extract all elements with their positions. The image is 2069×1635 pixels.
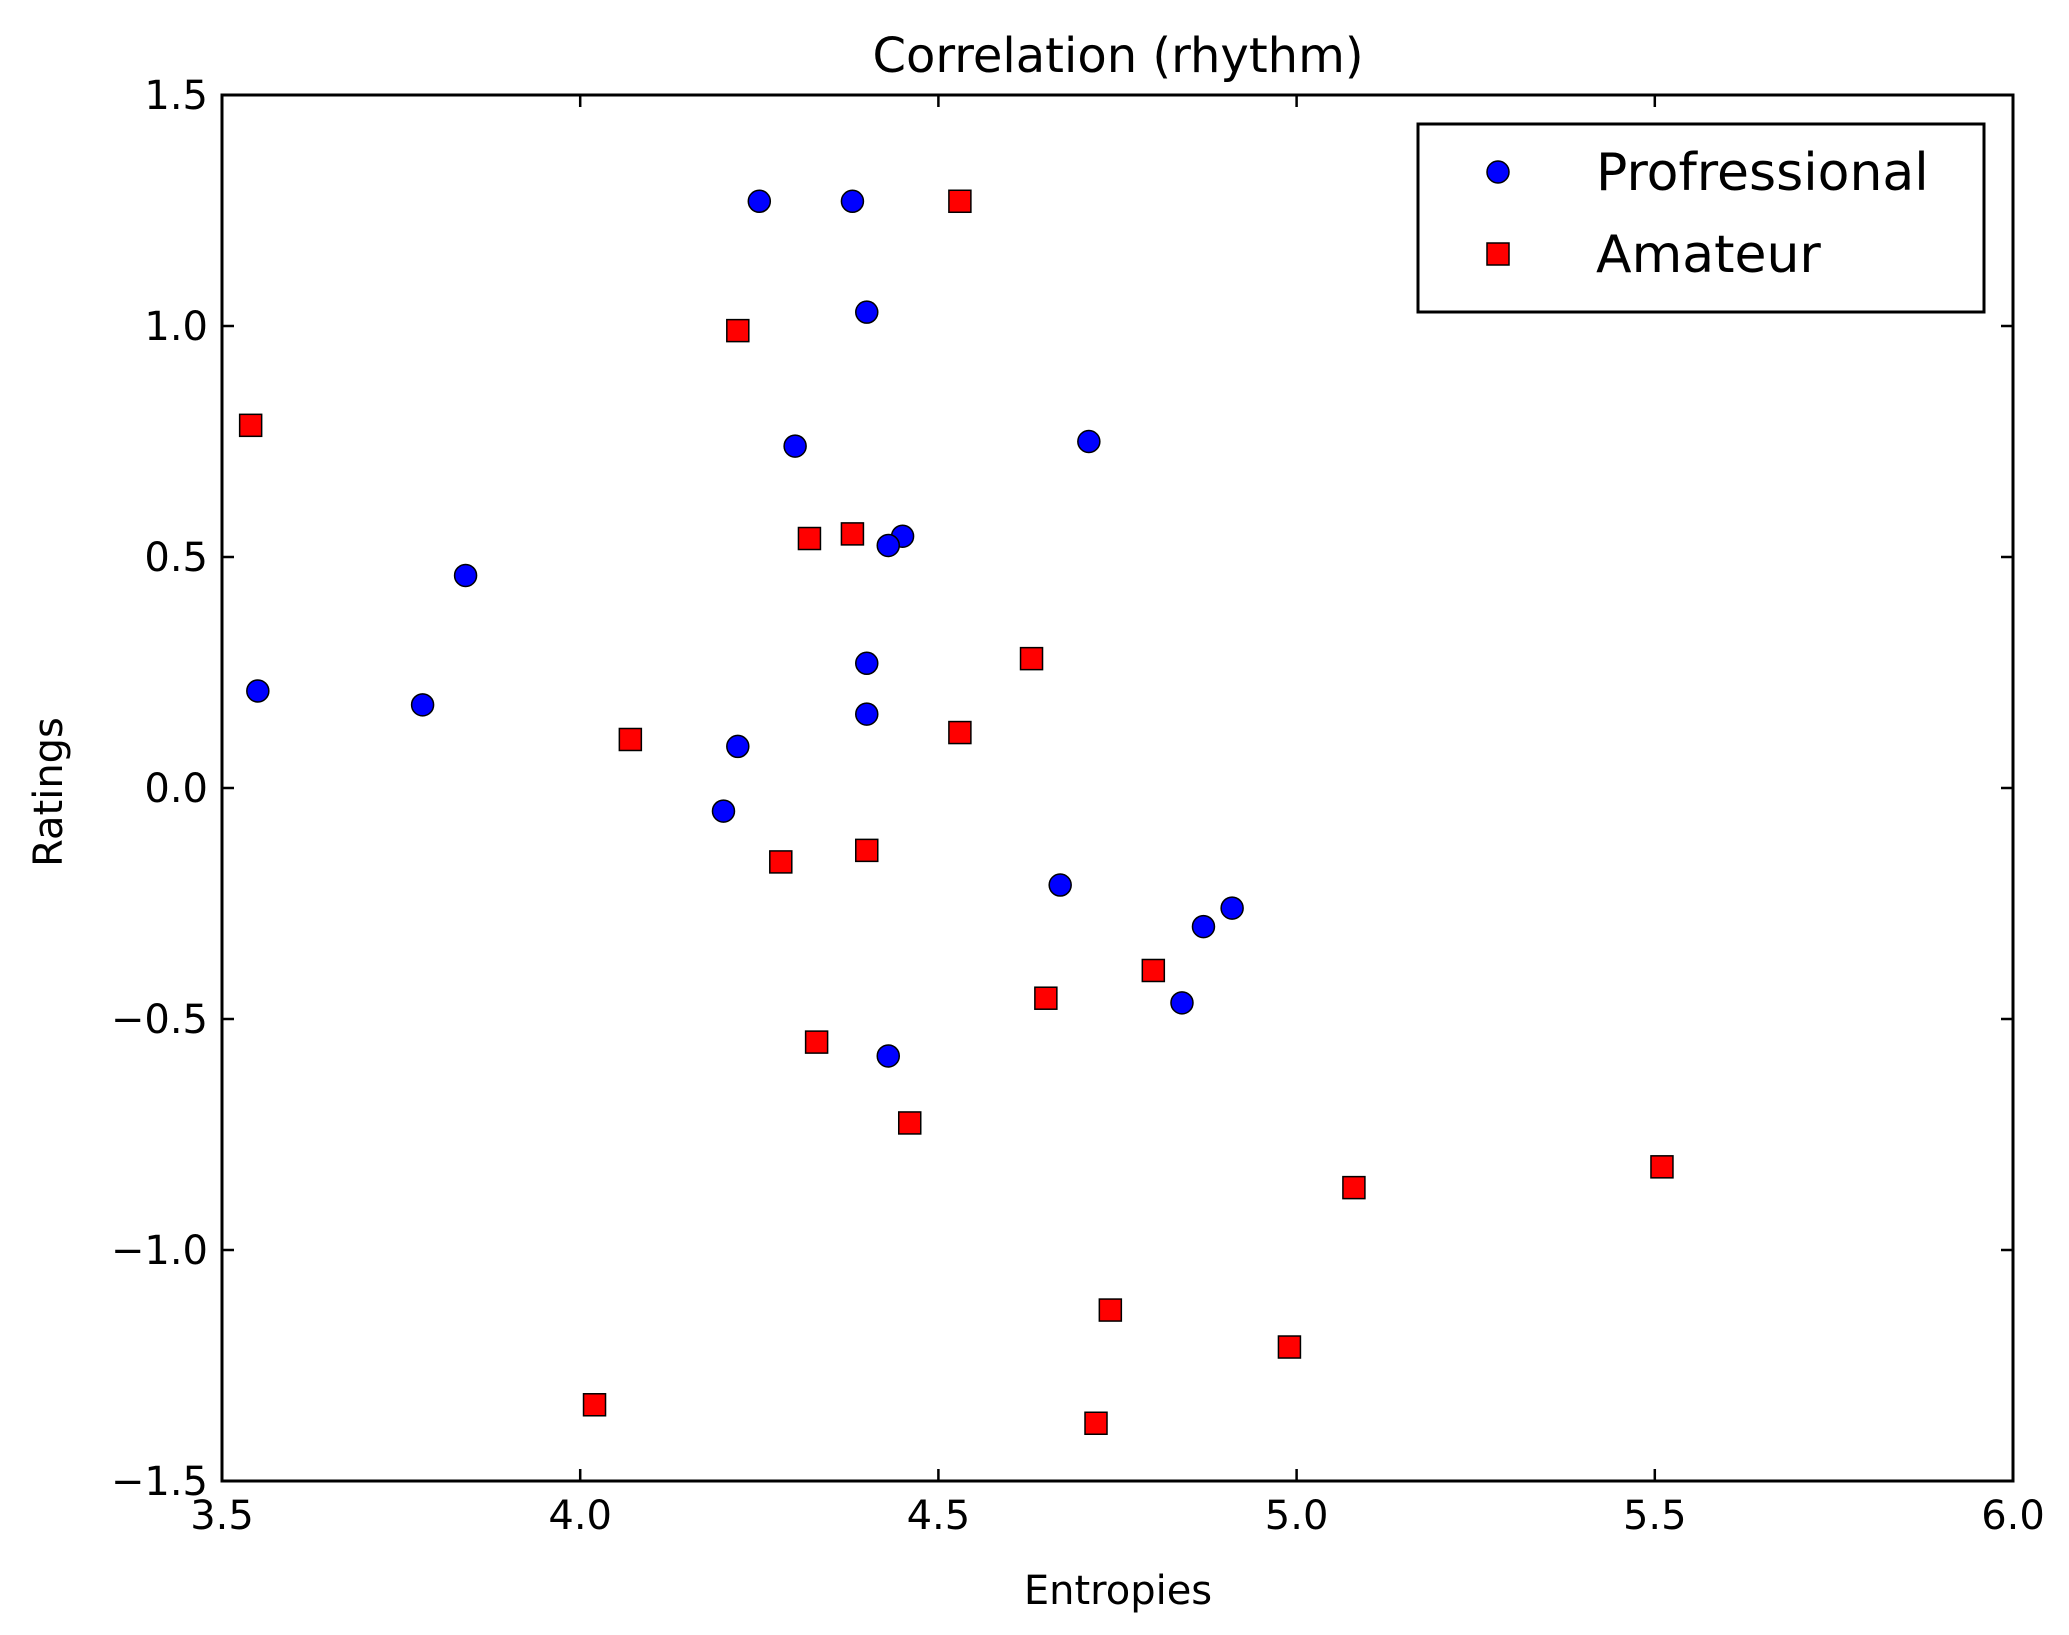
data-point-circle xyxy=(855,300,879,324)
legend-frame xyxy=(1416,122,1986,314)
data-point-square xyxy=(855,838,879,863)
data-point-circle xyxy=(855,651,879,676)
data-point-square xyxy=(797,526,822,551)
legend-marker-amateur xyxy=(1486,242,1510,266)
x-tick-label: 4.5 xyxy=(907,1493,971,1539)
data-point-circle xyxy=(876,1044,901,1068)
data-point-square xyxy=(769,850,793,874)
data-point-circle xyxy=(1191,914,1216,939)
x-tick-label: 5.0 xyxy=(1265,1493,1329,1539)
data-point-circle xyxy=(855,702,879,726)
data-point-circle xyxy=(876,533,901,558)
legend: Profressional Amateur xyxy=(1416,122,1986,314)
data-point-square xyxy=(726,318,750,343)
y-tick-label: −1.5 xyxy=(111,1459,208,1505)
data-point-square xyxy=(238,413,263,438)
data-point-square xyxy=(582,1393,607,1417)
data-point-circle xyxy=(1077,429,1101,454)
data-point-circle xyxy=(1170,991,1194,1015)
data-point-square xyxy=(948,720,972,745)
chart-title: Correlation (rhythm) xyxy=(872,28,1363,84)
data-point-circle xyxy=(1048,873,1072,897)
x-tick-label: 3.5 xyxy=(190,1493,254,1539)
y-tick-label: −0.5 xyxy=(111,997,208,1043)
data-point-circle xyxy=(726,734,750,759)
y-axis-label: Ratings xyxy=(26,717,72,867)
data-point-circle xyxy=(783,434,807,458)
data-point-circle xyxy=(711,799,736,823)
data-point-square xyxy=(840,522,865,546)
legend-label-profressional: Profressional xyxy=(1596,143,1929,203)
series-profressional xyxy=(246,189,1244,1068)
y-tick-label: −1.0 xyxy=(111,1228,208,1274)
legend-label-amateur: Amateur xyxy=(1596,225,1821,285)
data-point-circle xyxy=(840,189,865,214)
plot-area: 3.5 4.0 4.5 5.0 5.5 6.0 −1.5 −1.0 −0.5 0.0 0.5 1.0 1… xyxy=(111,73,2045,1539)
x-tick-label: 6.0 xyxy=(1981,1493,2045,1539)
legend-marker-profressional xyxy=(1486,160,1510,184)
data-point-circle xyxy=(410,693,435,717)
y-tick-label: 0.0 xyxy=(144,766,208,812)
data-point-circle xyxy=(747,189,772,214)
y-tick-label: 1.5 xyxy=(144,73,208,119)
data-point-square xyxy=(897,1111,922,1135)
data-point-square xyxy=(1277,1335,1302,1359)
data-point-square xyxy=(948,189,972,214)
x-tick-label: 5.5 xyxy=(1623,1493,1687,1539)
data-point-square xyxy=(1034,986,1058,1010)
data-point-circle xyxy=(246,679,270,703)
data-point-square xyxy=(1098,1298,1123,1322)
data-point-square xyxy=(618,727,643,752)
x-axis-label: Entropies xyxy=(1024,1568,1212,1614)
data-point-square xyxy=(1650,1155,1674,1179)
y-tick-label: 1.0 xyxy=(144,304,208,350)
data-point-circle xyxy=(1220,896,1244,920)
x-tick-label: 4.0 xyxy=(548,1493,612,1539)
data-point-square xyxy=(1342,1175,1366,1200)
series-amateur xyxy=(238,189,1674,1435)
y-tick-label: 0.5 xyxy=(144,535,208,581)
data-point-square xyxy=(1141,958,1166,983)
data-point-circle xyxy=(453,563,478,588)
data-point-square xyxy=(804,1030,829,1054)
data-point-square xyxy=(1019,646,1044,671)
data-point-square xyxy=(1084,1411,1108,1435)
